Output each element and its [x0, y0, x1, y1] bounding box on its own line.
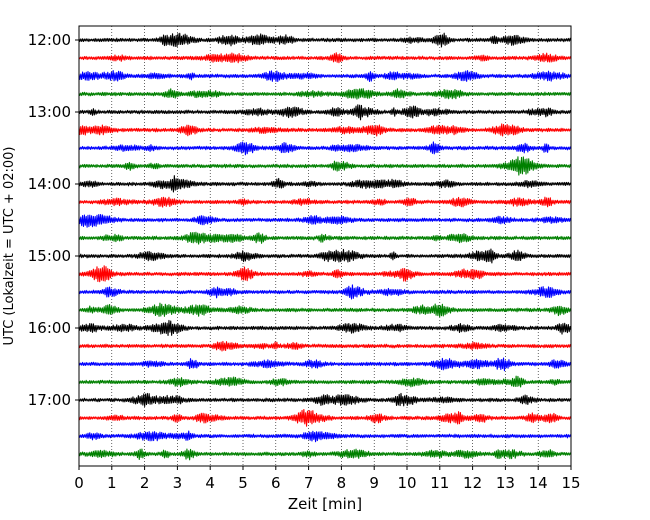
trace-1445 [78, 231, 572, 245]
trace-1215 [78, 52, 572, 64]
x-tick-label: 7 [304, 474, 314, 492]
x-tick-label: 5 [238, 474, 248, 492]
y-tick-label: 12:00 [28, 31, 71, 49]
trace-1600 [78, 319, 572, 337]
trace-1645 [78, 375, 572, 388]
y-tick-label: 16:00 [28, 319, 71, 337]
x-tick-label: 2 [140, 474, 150, 492]
y-tick-label: 17:00 [28, 391, 71, 409]
grid [111, 26, 539, 466]
x-tick-label: 0 [74, 474, 84, 492]
x-axis: 0 1 2 3 4 5 6 7 8 9 10 11 12 13 14 15 [74, 466, 581, 492]
x-tick-label: 10 [397, 474, 416, 492]
y-axis: 12:00 13:00 14:00 15:00 16:00 17:00 [28, 31, 79, 409]
y-tick-label: 13:00 [28, 103, 71, 121]
x-tick-label: 6 [271, 474, 281, 492]
x-tick-label: 8 [337, 474, 347, 492]
trace-1530 [78, 284, 572, 300]
trace-1415 [78, 196, 572, 208]
trace-1345 [78, 156, 572, 176]
trace-1230 [78, 70, 572, 82]
trace-1500 [78, 248, 572, 264]
trace-1700 [78, 392, 572, 408]
trace-1615 [78, 340, 572, 352]
trace-1330 [78, 141, 572, 156]
x-tick-label: 1 [107, 474, 117, 492]
x-tick-label: 11 [430, 474, 449, 492]
x-tick-label: 15 [561, 474, 580, 492]
x-tick-label: 9 [369, 474, 379, 492]
trace-1430 [78, 213, 572, 228]
trace-1745 [78, 448, 572, 461]
trace-group [78, 32, 572, 461]
trace-1730 [78, 430, 572, 443]
y-tick-label: 15:00 [28, 247, 71, 265]
trace-1300 [78, 104, 572, 121]
x-tick-label: 4 [205, 474, 215, 492]
x-tick-label: 3 [173, 474, 183, 492]
plot-frame [78, 25, 572, 467]
x-tick-label: 13 [496, 474, 515, 492]
trace-1715 [78, 408, 572, 427]
trace-1200 [78, 32, 572, 48]
x-axis-label: Zeit [min] [288, 495, 362, 513]
x-tick-label: 14 [529, 474, 548, 492]
trace-1315 [78, 123, 572, 137]
trace-1245 [78, 88, 572, 100]
trace-1515 [78, 265, 572, 283]
trace-1630 [78, 357, 572, 372]
y-tick-label: 14:00 [28, 175, 71, 193]
y-axis-label: UTC (Lokalzeit = UTC + 02:00) [2, 147, 17, 346]
x-tick-label: 12 [463, 474, 482, 492]
trace-1400 [78, 175, 572, 193]
trace-1545 [78, 302, 572, 318]
